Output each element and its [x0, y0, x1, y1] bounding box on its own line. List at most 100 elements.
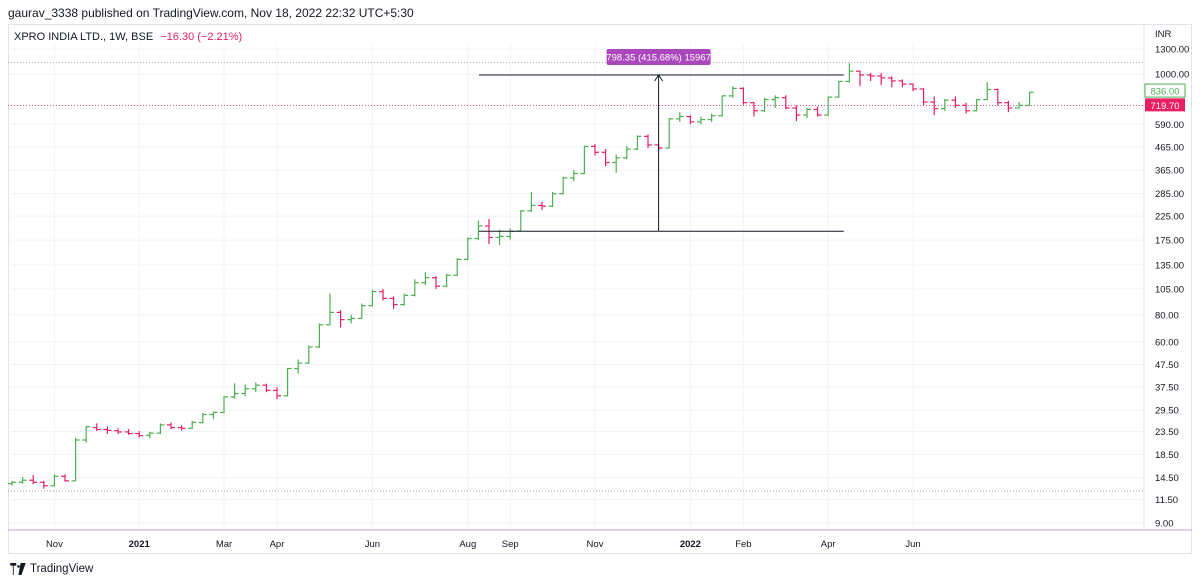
- measure-tool: 798.35 (415.68%) 15967: [479, 48, 844, 232]
- ohlc-bar: [622, 145, 631, 159]
- ohlc-bar: [919, 88, 928, 106]
- ohlc-bar: [930, 96, 939, 116]
- symbol-title: XPRO INDIA LTD., 1W, BSE: [14, 31, 154, 43]
- ohlc-bar: [580, 145, 589, 175]
- ohlc-bar: [527, 191, 536, 212]
- ohlc-bar: [887, 76, 896, 88]
- y-tick-label: 285.00: [1155, 189, 1184, 200]
- ohlc-bar: [336, 310, 345, 328]
- ohlc-bar: [114, 428, 122, 434]
- ohlc-bar: [591, 143, 599, 156]
- price-change: −16.30 (−2.21%): [160, 31, 243, 43]
- y-tick-label: 23.50: [1155, 427, 1179, 438]
- ohlc-bar: [50, 474, 59, 487]
- ohlc-bar: [92, 423, 101, 432]
- ohlc-bar: [516, 210, 525, 232]
- ohlc-bar: [82, 425, 91, 443]
- y-tick-label: 11.50: [1155, 495, 1178, 506]
- x-tick-label: Aug: [459, 539, 476, 550]
- y-tick-label: 1300.00: [1155, 45, 1189, 56]
- y-tick-label: 465.00: [1155, 142, 1184, 153]
- ohlc-bar: [304, 345, 313, 364]
- y-tick-label: 135.00: [1155, 260, 1184, 271]
- ohlc-bar: [326, 293, 334, 326]
- ohlc-bar: [548, 191, 557, 207]
- ohlc-bar: [241, 384, 250, 397]
- ohlc-bar: [686, 115, 695, 125]
- price-label-bg: [1145, 98, 1185, 112]
- ohlc-bar: [410, 279, 419, 297]
- y-tick-label: 175.00: [1155, 236, 1184, 247]
- ohlc-bar: [273, 387, 281, 400]
- ohlc-bar: [453, 258, 462, 277]
- y-tick-label: 1000.00: [1155, 70, 1189, 81]
- ohlc-bar: [813, 106, 822, 117]
- y-tick-label: 47.50: [1155, 360, 1179, 371]
- ohlc-bar: [1015, 102, 1023, 109]
- ohlc-bar: [474, 220, 483, 241]
- ohlc-bar: [421, 272, 430, 286]
- ohlc-bar: [463, 237, 472, 261]
- ohlc-bar: [612, 154, 621, 173]
- ohlc-bar: [866, 73, 875, 81]
- price-label: 719.70: [1145, 98, 1185, 112]
- ohlc-bar: [792, 105, 801, 122]
- y-tick-label: 29.50: [1155, 405, 1179, 416]
- price-label-text: 719.70: [1150, 101, 1179, 112]
- ohlc-bar: [781, 95, 790, 110]
- ohlc-bar: [156, 423, 165, 434]
- ohlc-bar: [697, 116, 705, 125]
- ohlc-bar: [559, 176, 568, 195]
- ohlc-bar: [1004, 100, 1013, 113]
- ohlc-bar: [633, 135, 642, 151]
- y-tick-label: 105.00: [1155, 284, 1184, 295]
- ohlc-bar: [39, 480, 48, 489]
- ohlc-bar: [750, 102, 758, 117]
- measure-arrow-head: [654, 74, 664, 82]
- ohlc-bar: [198, 413, 207, 424]
- x-tick-label: Apr: [821, 539, 836, 550]
- x-tick-label: Nov: [46, 539, 63, 550]
- ohlc-bar: [230, 383, 239, 399]
- ohlc-bar: [389, 296, 398, 309]
- measure-label-box: [606, 48, 711, 65]
- ohlc-bar: [739, 87, 748, 105]
- y-tick-label: 60.00: [1155, 338, 1179, 349]
- footer-brand: TradingView: [10, 563, 93, 575]
- x-tick-label: Sep: [502, 539, 519, 550]
- ohlc-bar: [845, 63, 854, 83]
- y-axis: 9.00 11.50 14.50 18.50 23.50 29.50 37.50 47.50 6…: [8, 24, 1192, 531]
- y-axis-currency: INR: [1155, 29, 1172, 40]
- ohlc-bar: [262, 383, 271, 393]
- ohlc-bar: [145, 431, 154, 439]
- ohlc-bar: [209, 411, 218, 419]
- x-axis: Nov 2021 Mar Apr Jun Aug Sep Nov 2022 Feb Apr Jun: [46, 539, 921, 550]
- ohlc-bar: [135, 431, 144, 438]
- ohlc-bar: [972, 98, 981, 112]
- ohlc-bar: [8, 480, 16, 486]
- ohlc-bar: [315, 323, 324, 348]
- measure-label: 798.35 (415.68%) 15967: [606, 52, 711, 63]
- ohlc-bar: [760, 97, 769, 113]
- footer-brand-text: TradingView: [30, 563, 94, 575]
- ohlc-bar: [898, 79, 907, 88]
- grid-lines: [8, 44, 1144, 530]
- ohlc-bar: [294, 359, 303, 374]
- ohlc-bar: [103, 426, 112, 434]
- ohlc-bar: [675, 112, 684, 122]
- symbol-legend: XPRO INDIA LTD., 1W, BSE −16.30 (−2.21%): [14, 31, 242, 43]
- ohlc-bar: [856, 70, 864, 87]
- ohlc-bar: [665, 118, 674, 149]
- ohlc-bar: [569, 170, 578, 182]
- ohlc-bar: [644, 134, 652, 149]
- price-label-text: 836.00: [1150, 87, 1179, 98]
- ohlc-bar: [909, 83, 917, 92]
- ohlc-bar: [357, 303, 366, 320]
- ohlc-bar: [771, 95, 780, 109]
- ohlc-bar: [29, 474, 38, 485]
- ohlc-bar: [718, 95, 727, 117]
- ohlc-bar: [18, 476, 27, 484]
- ohlc-bar: [177, 425, 186, 431]
- ohlc-bar: [432, 276, 440, 289]
